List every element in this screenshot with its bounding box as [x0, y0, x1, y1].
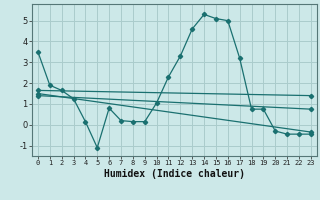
- X-axis label: Humidex (Indice chaleur): Humidex (Indice chaleur): [104, 169, 245, 179]
